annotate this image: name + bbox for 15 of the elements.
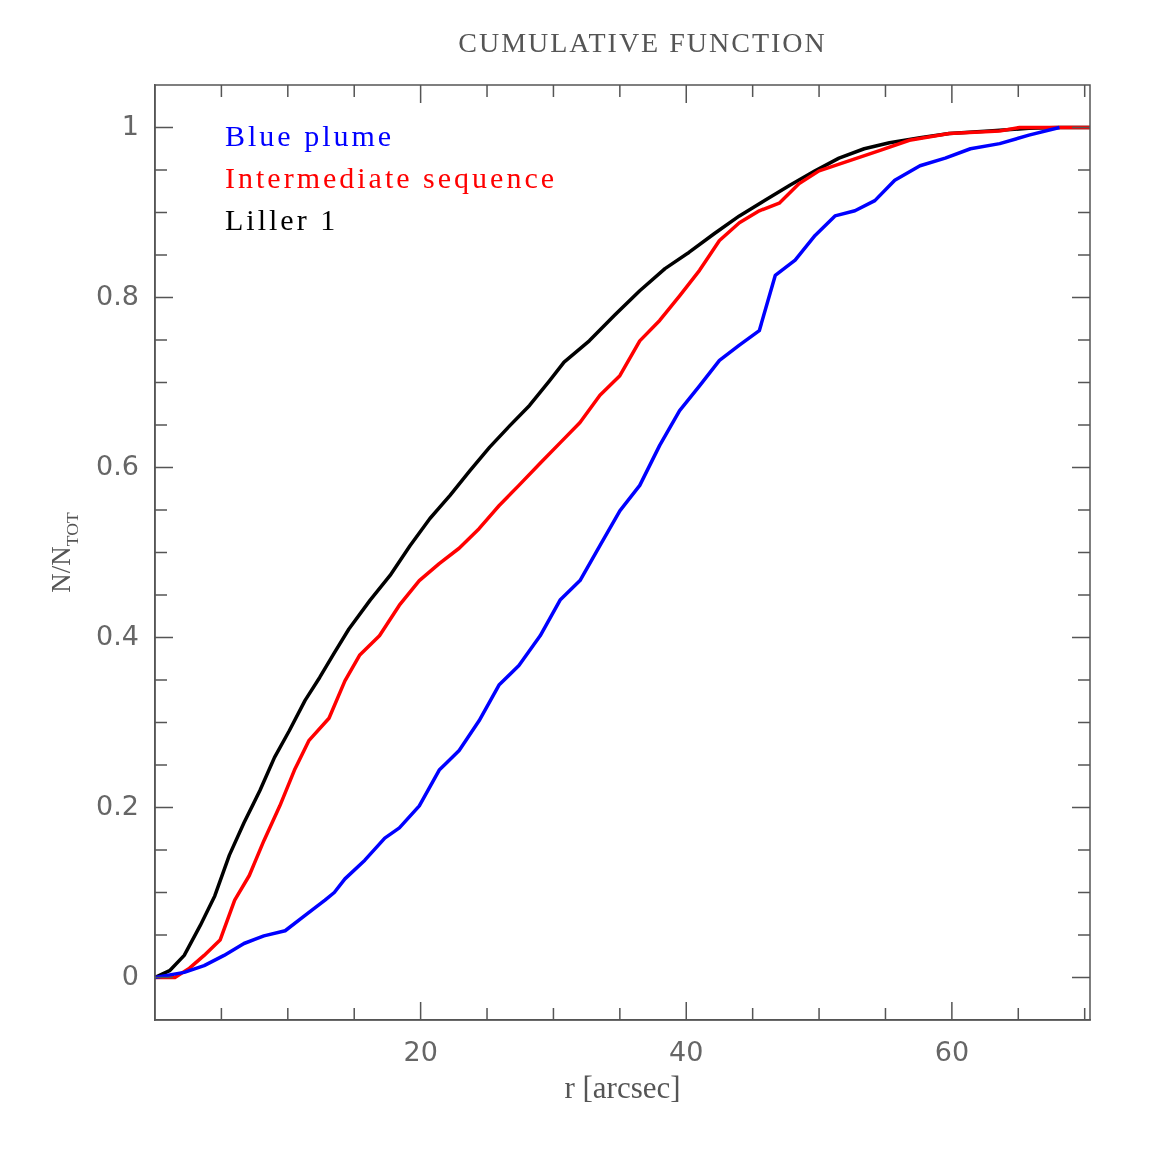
y-tick-label: 0.8 xyxy=(96,279,139,311)
y-axis-title: N/NTOT xyxy=(46,512,83,593)
y-tick-label: 0.4 xyxy=(96,619,139,651)
y-tick-label: 0.6 xyxy=(96,449,139,481)
text: Intermediate sequence xyxy=(225,161,558,194)
x-tick-label: 20 xyxy=(403,1036,438,1068)
y-tick-label: 0 xyxy=(121,959,139,991)
x-tick-label: 40 xyxy=(669,1036,704,1068)
y-tick-label: 1 xyxy=(121,109,139,141)
y-tick-label: 0.2 xyxy=(96,789,139,821)
x-axis-title: r [arcsec] xyxy=(564,1070,681,1105)
chart-title: CUMULATIVE FUNCTION xyxy=(458,27,827,58)
x-tick-label: 60 xyxy=(934,1036,970,1068)
text: Blue plume xyxy=(225,119,395,152)
text: Liller 1 xyxy=(225,203,339,236)
